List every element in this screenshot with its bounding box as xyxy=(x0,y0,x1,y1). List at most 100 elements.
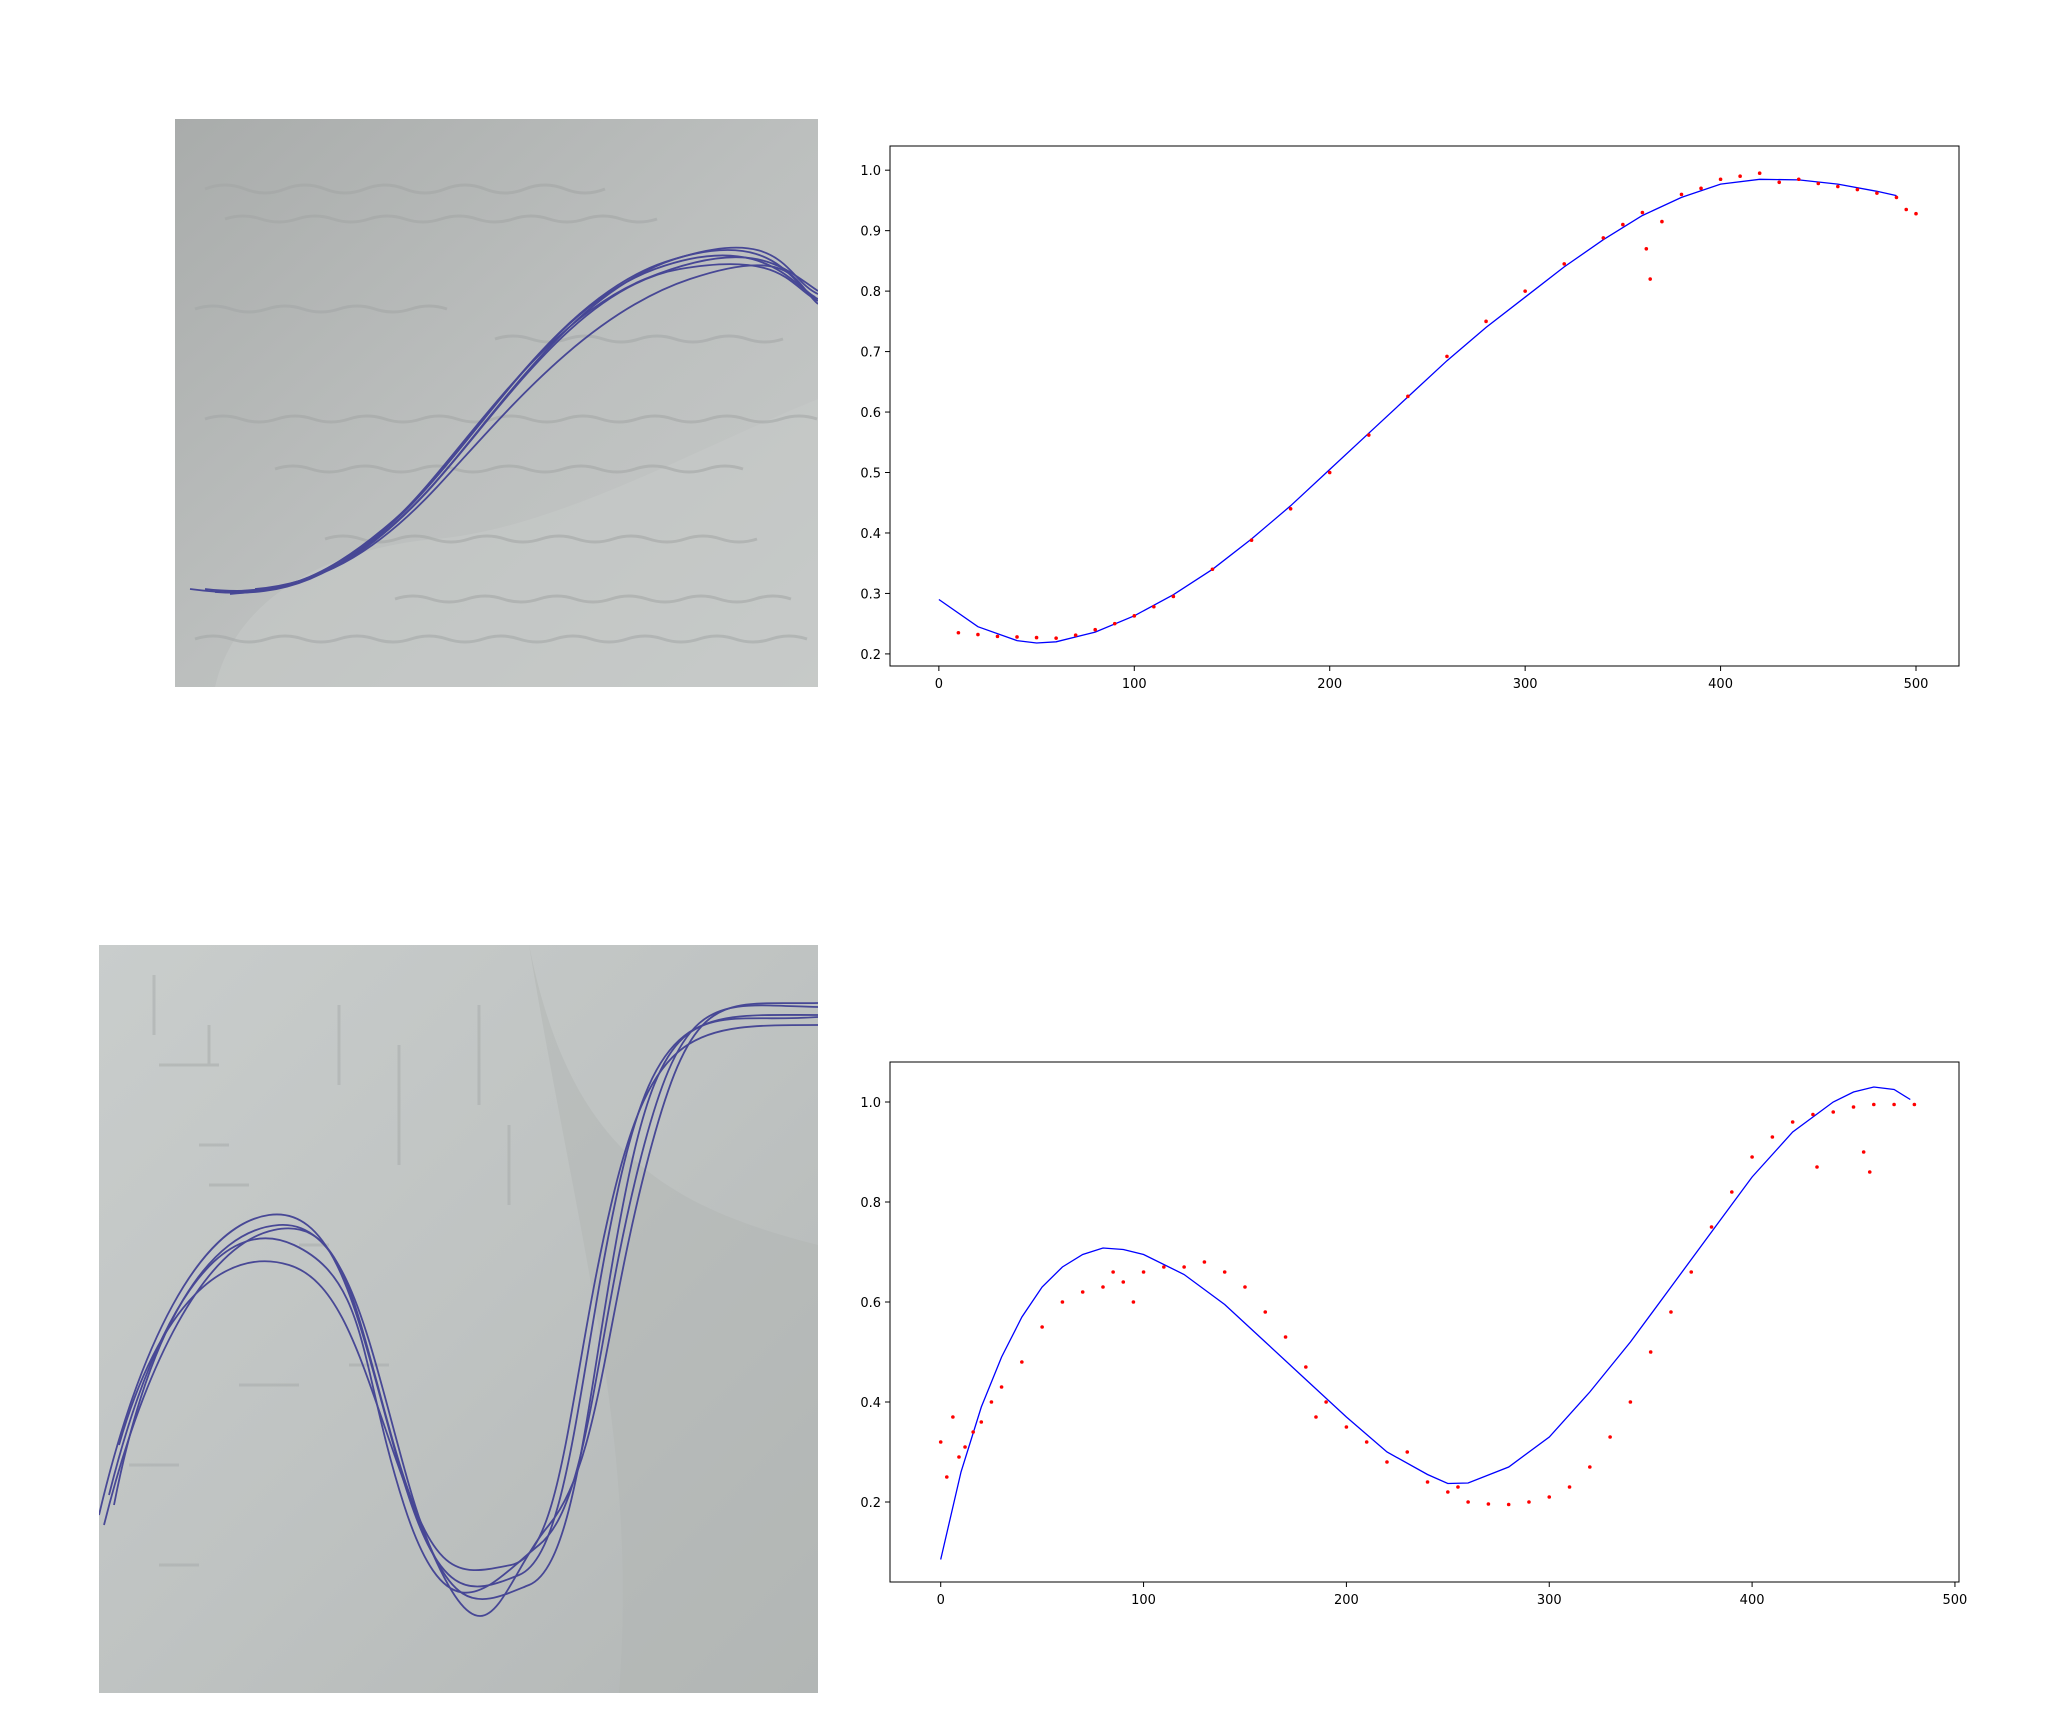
chart-top-data-point xyxy=(1054,636,1058,640)
chart-bottom-data-point xyxy=(1527,1500,1531,1504)
chart-bottom-data-point xyxy=(1283,1335,1288,1339)
chart-bottom-data-point xyxy=(1750,1155,1754,1159)
chart-top-data-point xyxy=(1796,177,1801,182)
chart-bottom-data-point xyxy=(1344,1425,1349,1429)
chart-top-data-point xyxy=(1621,222,1625,227)
chart-bottom-data-point xyxy=(1060,1300,1065,1304)
chart-bottom-data-point xyxy=(1608,1435,1612,1439)
chart-top-data-point xyxy=(1699,186,1703,191)
chart-top-data-point xyxy=(1875,191,1879,195)
chart-bottom-data-point xyxy=(1324,1400,1328,1404)
chart-bottom-xtick-label: 100 xyxy=(1131,1593,1156,1608)
chart-top-data-point xyxy=(1484,319,1488,324)
chart-top-xtick-label: 0 xyxy=(935,677,943,692)
chart-bottom-xtick-label: 300 xyxy=(1537,1593,1562,1608)
chart-top-data-point xyxy=(1894,195,1899,200)
chart-bottom-data-point xyxy=(944,1475,949,1479)
chart-bottom-data-point xyxy=(1405,1450,1410,1454)
chart-bottom-xtick-label: 200 xyxy=(1334,1593,1359,1608)
chart-top-data-point xyxy=(1855,187,1860,192)
chart-top-ytick-label: 0.7 xyxy=(860,346,881,361)
chart-top-ytick-label: 0.3 xyxy=(860,587,881,602)
chart-bottom-data-point xyxy=(1162,1265,1166,1269)
chart-bottom-svg: 0 100 200 300 400 500 0.2 0.4 0.6 0.8 1.0 xyxy=(860,1061,1968,1608)
chart-top-data-point xyxy=(1644,246,1649,251)
chart-bottom-data-point xyxy=(938,1440,943,1444)
chart-top-ytick-label: 0.6 xyxy=(860,406,881,421)
sketch-photo-bottom-image xyxy=(99,945,818,1693)
chart-bottom-data-point xyxy=(1182,1265,1186,1269)
chart-top-xtick-label: 400 xyxy=(1708,677,1733,692)
chart-top-xtick-label: 500 xyxy=(1904,677,1929,692)
chart-top-axes-frame xyxy=(889,145,1960,667)
chart-bottom-data-point xyxy=(1304,1365,1308,1369)
chart-top-data-point xyxy=(1327,470,1332,475)
chart-bottom-data-point xyxy=(1263,1310,1268,1314)
chart-bottom-data-point xyxy=(1466,1500,1470,1504)
chart-bottom-data-point xyxy=(1506,1502,1511,1507)
chart-bottom-data-point xyxy=(1385,1460,1389,1464)
chart-top-data-point xyxy=(1152,604,1156,609)
chart-bottom-data-point xyxy=(1243,1285,1247,1289)
sketch-photo-top-image xyxy=(175,119,818,687)
chart-bottom-xtick-label: 0 xyxy=(937,1593,945,1608)
chart-bottom-data-point xyxy=(1811,1112,1815,1117)
chart-top-data-point xyxy=(1718,177,1723,182)
chart-bottom-data-point xyxy=(1815,1165,1819,1169)
chart-bottom-data-point xyxy=(1730,1190,1734,1194)
chart-top-data-point xyxy=(1640,210,1645,215)
chart-top-fit-line xyxy=(938,178,1897,644)
chart-top-data-point xyxy=(1601,236,1606,240)
chart-top-data-point xyxy=(1660,219,1664,224)
chart-top: 0 100 200 300 400 500 0.2 0.3 0.4 0.5 0.6 0.7 0.8 0.9… xyxy=(840,130,1970,710)
chart-bottom-data-point xyxy=(1912,1102,1917,1107)
chart-bottom-data-point xyxy=(1020,1360,1024,1364)
chart-bottom-data-point xyxy=(1425,1480,1430,1484)
chart-bottom-xtick-label: 500 xyxy=(1943,1593,1968,1608)
chart-bottom-ytick-label: 0.6 xyxy=(860,1296,881,1311)
chart-top-ytick-label: 0.8 xyxy=(860,285,881,300)
chart-bottom-data-point xyxy=(1861,1150,1866,1154)
chart-top-data-point xyxy=(1034,635,1039,640)
chart-top-data-point xyxy=(1904,207,1909,212)
chart-bottom-data-point xyxy=(951,1415,955,1419)
chart-top-data-point xyxy=(1093,627,1098,632)
chart-top-ytick-label: 1.0 xyxy=(860,164,881,179)
chart-bottom-data-point xyxy=(1456,1485,1460,1489)
sketch-photo-top xyxy=(175,119,818,687)
chart-bottom-axes-frame xyxy=(889,1061,1960,1583)
chart-bottom-ytick-label: 0.2 xyxy=(860,1496,881,1511)
chart-bottom-data-point xyxy=(1648,1350,1653,1354)
chart-bottom-data-point xyxy=(979,1420,984,1424)
chart-bottom-fit-line xyxy=(940,1086,1911,1560)
chart-top-data-point xyxy=(1367,433,1371,437)
chart-bottom-data-point xyxy=(1101,1285,1105,1289)
chart-bottom-data-point xyxy=(1080,1290,1085,1294)
chart-bottom-data-point xyxy=(1628,1400,1633,1404)
chart-bottom-data-point xyxy=(1446,1490,1450,1494)
chart-bottom-data-point xyxy=(1364,1440,1369,1444)
chart-top-data-point xyxy=(1777,180,1782,185)
chart-bottom-data-point xyxy=(1131,1300,1136,1304)
chart-bottom-data-point xyxy=(999,1385,1004,1389)
chart-top-data-point xyxy=(1816,181,1821,186)
chart-top-ytick-label: 0.9 xyxy=(860,225,881,240)
chart-top-xtick-label: 100 xyxy=(1122,677,1147,692)
chart-bottom-data-point xyxy=(971,1430,975,1434)
chart-top-xtick-label: 300 xyxy=(1513,677,1538,692)
chart-bottom-xtick-label: 400 xyxy=(1740,1593,1765,1608)
chart-bottom-data-point xyxy=(1892,1102,1896,1107)
chart-top-ytick-label: 0.5 xyxy=(860,467,881,482)
chart-top-data-point xyxy=(1757,171,1762,176)
chart-bottom-data-point xyxy=(1222,1270,1227,1274)
chart-bottom-data-point xyxy=(1669,1310,1673,1314)
chart-top-data-point xyxy=(1914,211,1918,216)
chart-bottom-data-point xyxy=(957,1455,961,1459)
chart-bottom-data-point xyxy=(1790,1120,1795,1124)
chart-bottom-data-point xyxy=(963,1445,967,1449)
chart-top-data-point xyxy=(1406,394,1410,399)
chart-top-data-point xyxy=(1249,538,1254,543)
chart-bottom-data-point xyxy=(1689,1270,1694,1274)
chart-bottom-data-point xyxy=(1202,1260,1207,1264)
chart-top-data-point xyxy=(1210,567,1215,572)
